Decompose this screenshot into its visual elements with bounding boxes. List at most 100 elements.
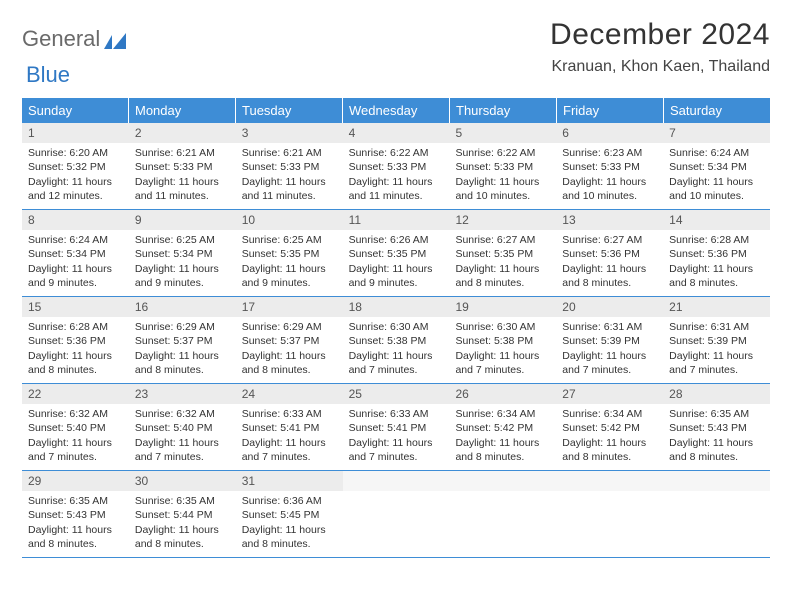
- week-row: 8Sunrise: 6:24 AMSunset: 5:34 PMDaylight…: [22, 210, 770, 297]
- day-number: 5: [449, 123, 556, 143]
- day-number: 26: [449, 384, 556, 404]
- day-cell: 25Sunrise: 6:33 AMSunset: 5:41 PMDayligh…: [343, 384, 450, 470]
- day-cell: 29Sunrise: 6:35 AMSunset: 5:43 PMDayligh…: [22, 471, 129, 557]
- day-cell: 1Sunrise: 6:20 AMSunset: 5:32 PMDaylight…: [22, 123, 129, 209]
- day-info: Sunrise: 6:25 AMSunset: 5:34 PMDaylight:…: [129, 230, 236, 296]
- day-number: 21: [663, 297, 770, 317]
- day-number: .: [556, 471, 663, 491]
- day-cell: 14Sunrise: 6:28 AMSunset: 5:36 PMDayligh…: [663, 210, 770, 296]
- dayname-wednesday: Wednesday: [343, 98, 450, 123]
- day-info: Sunrise: 6:24 AMSunset: 5:34 PMDaylight:…: [663, 143, 770, 209]
- day-info: Sunrise: 6:23 AMSunset: 5:33 PMDaylight:…: [556, 143, 663, 209]
- day-cell: .: [663, 471, 770, 557]
- day-cell: 22Sunrise: 6:32 AMSunset: 5:40 PMDayligh…: [22, 384, 129, 470]
- brand-word1: General: [22, 26, 100, 52]
- day-info: Sunrise: 6:21 AMSunset: 5:33 PMDaylight:…: [129, 143, 236, 209]
- day-cell: 30Sunrise: 6:35 AMSunset: 5:44 PMDayligh…: [129, 471, 236, 557]
- day-cell: 24Sunrise: 6:33 AMSunset: 5:41 PMDayligh…: [236, 384, 343, 470]
- calendar-grid: SundayMondayTuesdayWednesdayThursdayFrid…: [22, 98, 770, 558]
- brand-logo: General: [22, 18, 128, 52]
- day-number: 3: [236, 123, 343, 143]
- day-cell: 21Sunrise: 6:31 AMSunset: 5:39 PMDayligh…: [663, 297, 770, 383]
- day-cell: 23Sunrise: 6:32 AMSunset: 5:40 PMDayligh…: [129, 384, 236, 470]
- day-info: Sunrise: 6:36 AMSunset: 5:45 PMDaylight:…: [236, 491, 343, 557]
- day-cell: 3Sunrise: 6:21 AMSunset: 5:33 PMDaylight…: [236, 123, 343, 209]
- day-cell: 11Sunrise: 6:26 AMSunset: 5:35 PMDayligh…: [343, 210, 450, 296]
- day-cell: 4Sunrise: 6:22 AMSunset: 5:33 PMDaylight…: [343, 123, 450, 209]
- day-number: 23: [129, 384, 236, 404]
- day-number: 4: [343, 123, 450, 143]
- day-info: Sunrise: 6:28 AMSunset: 5:36 PMDaylight:…: [22, 317, 129, 383]
- day-info: Sunrise: 6:29 AMSunset: 5:37 PMDaylight:…: [236, 317, 343, 383]
- day-info: Sunrise: 6:28 AMSunset: 5:36 PMDaylight:…: [663, 230, 770, 296]
- day-cell: 15Sunrise: 6:28 AMSunset: 5:36 PMDayligh…: [22, 297, 129, 383]
- dayname-thursday: Thursday: [450, 98, 557, 123]
- dayname-tuesday: Tuesday: [236, 98, 343, 123]
- day-number: 17: [236, 297, 343, 317]
- day-cell: 18Sunrise: 6:30 AMSunset: 5:38 PMDayligh…: [343, 297, 450, 383]
- day-number: 16: [129, 297, 236, 317]
- day-info: Sunrise: 6:30 AMSunset: 5:38 PMDaylight:…: [343, 317, 450, 383]
- day-info: Sunrise: 6:27 AMSunset: 5:36 PMDaylight:…: [556, 230, 663, 296]
- day-number: 9: [129, 210, 236, 230]
- logo-icon: [104, 31, 128, 49]
- day-cell: 5Sunrise: 6:22 AMSunset: 5:33 PMDaylight…: [449, 123, 556, 209]
- day-cell: .: [343, 471, 450, 557]
- day-number: 31: [236, 471, 343, 491]
- day-cell: 27Sunrise: 6:34 AMSunset: 5:42 PMDayligh…: [556, 384, 663, 470]
- day-number: .: [343, 471, 450, 491]
- day-number: 8: [22, 210, 129, 230]
- day-info: Sunrise: 6:35 AMSunset: 5:43 PMDaylight:…: [663, 404, 770, 470]
- day-number: 24: [236, 384, 343, 404]
- day-number: 11: [343, 210, 450, 230]
- day-info: Sunrise: 6:21 AMSunset: 5:33 PMDaylight:…: [236, 143, 343, 209]
- day-info: Sunrise: 6:25 AMSunset: 5:35 PMDaylight:…: [236, 230, 343, 296]
- day-number: 14: [663, 210, 770, 230]
- day-cell: 10Sunrise: 6:25 AMSunset: 5:35 PMDayligh…: [236, 210, 343, 296]
- day-info: Sunrise: 6:33 AMSunset: 5:41 PMDaylight:…: [343, 404, 450, 470]
- brand-word2: Blue: [26, 62, 70, 87]
- day-number: 2: [129, 123, 236, 143]
- day-info: Sunrise: 6:20 AMSunset: 5:32 PMDaylight:…: [22, 143, 129, 209]
- day-number: 25: [343, 384, 450, 404]
- day-cell: 28Sunrise: 6:35 AMSunset: 5:43 PMDayligh…: [663, 384, 770, 470]
- day-cell: 16Sunrise: 6:29 AMSunset: 5:37 PMDayligh…: [129, 297, 236, 383]
- day-number: 29: [22, 471, 129, 491]
- day-info: Sunrise: 6:34 AMSunset: 5:42 PMDaylight:…: [449, 404, 556, 470]
- week-row: 22Sunrise: 6:32 AMSunset: 5:40 PMDayligh…: [22, 384, 770, 471]
- location-text: Kranuan, Khon Kaen, Thailand: [550, 58, 770, 76]
- day-info: Sunrise: 6:27 AMSunset: 5:35 PMDaylight:…: [449, 230, 556, 296]
- day-cell: 7Sunrise: 6:24 AMSunset: 5:34 PMDaylight…: [663, 123, 770, 209]
- day-number: 6: [556, 123, 663, 143]
- day-cell: 2Sunrise: 6:21 AMSunset: 5:33 PMDaylight…: [129, 123, 236, 209]
- day-info: Sunrise: 6:26 AMSunset: 5:35 PMDaylight:…: [343, 230, 450, 296]
- day-cell: 9Sunrise: 6:25 AMSunset: 5:34 PMDaylight…: [129, 210, 236, 296]
- day-number: 7: [663, 123, 770, 143]
- day-number: 22: [22, 384, 129, 404]
- day-cell: 31Sunrise: 6:36 AMSunset: 5:45 PMDayligh…: [236, 471, 343, 557]
- day-number: 19: [449, 297, 556, 317]
- day-number: 1: [22, 123, 129, 143]
- day-number: 20: [556, 297, 663, 317]
- day-info: Sunrise: 6:22 AMSunset: 5:33 PMDaylight:…: [449, 143, 556, 209]
- day-cell: 19Sunrise: 6:30 AMSunset: 5:38 PMDayligh…: [449, 297, 556, 383]
- dayname-row: SundayMondayTuesdayWednesdayThursdayFrid…: [22, 98, 770, 123]
- day-cell: 13Sunrise: 6:27 AMSunset: 5:36 PMDayligh…: [556, 210, 663, 296]
- day-info: Sunrise: 6:35 AMSunset: 5:43 PMDaylight:…: [22, 491, 129, 557]
- week-row: 1Sunrise: 6:20 AMSunset: 5:32 PMDaylight…: [22, 123, 770, 210]
- day-number: 15: [22, 297, 129, 317]
- day-cell: 12Sunrise: 6:27 AMSunset: 5:35 PMDayligh…: [449, 210, 556, 296]
- day-number: 28: [663, 384, 770, 404]
- day-cell: 20Sunrise: 6:31 AMSunset: 5:39 PMDayligh…: [556, 297, 663, 383]
- day-number: 27: [556, 384, 663, 404]
- day-info: Sunrise: 6:24 AMSunset: 5:34 PMDaylight:…: [22, 230, 129, 296]
- day-cell: 8Sunrise: 6:24 AMSunset: 5:34 PMDaylight…: [22, 210, 129, 296]
- day-info: Sunrise: 6:31 AMSunset: 5:39 PMDaylight:…: [556, 317, 663, 383]
- day-number: 10: [236, 210, 343, 230]
- day-cell: 26Sunrise: 6:34 AMSunset: 5:42 PMDayligh…: [449, 384, 556, 470]
- page-title: December 2024: [550, 18, 770, 52]
- day-number: 30: [129, 471, 236, 491]
- day-info: Sunrise: 6:22 AMSunset: 5:33 PMDaylight:…: [343, 143, 450, 209]
- day-number: .: [663, 471, 770, 491]
- day-info: Sunrise: 6:31 AMSunset: 5:39 PMDaylight:…: [663, 317, 770, 383]
